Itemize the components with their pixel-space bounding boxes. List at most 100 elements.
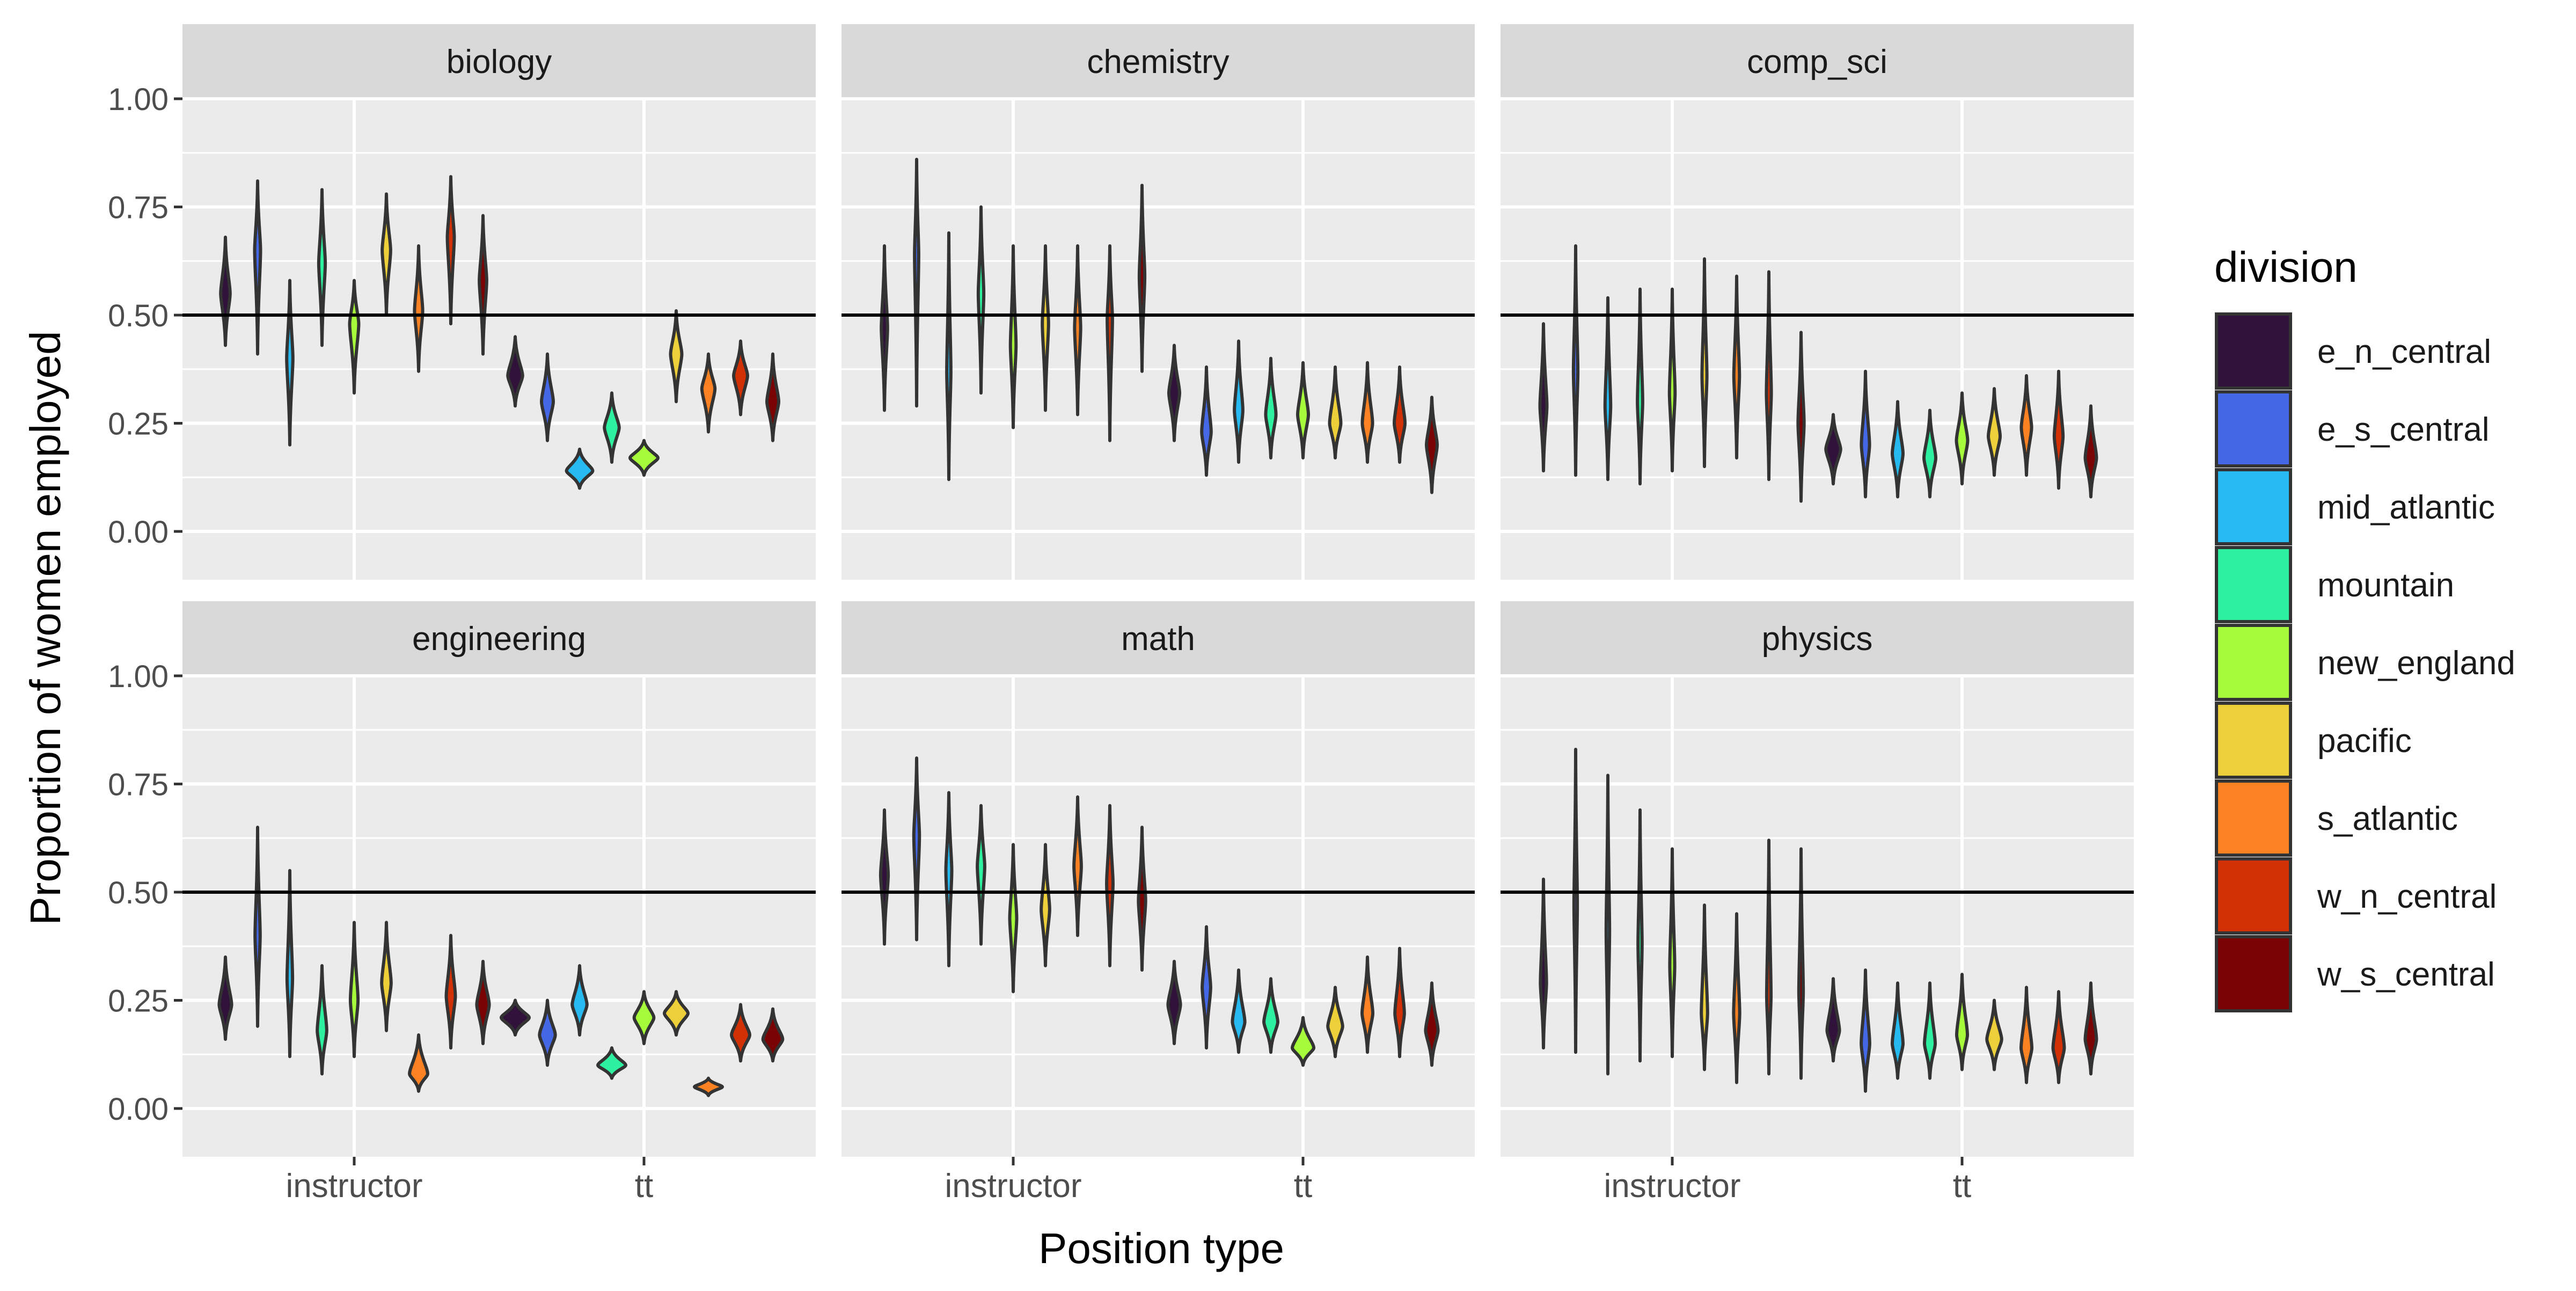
legend-label: new_england bbox=[2317, 645, 2515, 682]
violin-engineering-instructor-mid_atlantic bbox=[285, 869, 295, 1059]
violin-physics-tt-mid_atlantic bbox=[1891, 981, 1905, 1080]
violin-biology-instructor-new_england bbox=[348, 279, 361, 395]
facet-panel-chemistry: chemistry bbox=[841, 24, 1475, 580]
violin-biology-tt-pacific bbox=[669, 309, 684, 404]
facet-panel-biology: biology 0.00 0.25 0.50 0.75 1.00 bbox=[108, 24, 816, 580]
violin-comp_sci-tt-mid_atlantic bbox=[1891, 400, 1905, 499]
x-tick-label: instructor bbox=[286, 1168, 423, 1205]
violin-comp_sci-tt-mountain bbox=[1922, 409, 1937, 499]
violin-chemistry-instructor-w_s_central bbox=[1137, 184, 1147, 373]
violin-biology-tt-e_n_central bbox=[506, 335, 524, 408]
violin-chemistry-instructor-s_atlantic bbox=[1073, 244, 1082, 417]
violin-math-instructor-w_n_central bbox=[1105, 804, 1115, 968]
violin-physics-instructor-mid_atlantic bbox=[1604, 774, 1612, 1076]
violin-comp_sci-instructor-w_s_central bbox=[1796, 331, 1806, 503]
x-tick-label: instructor bbox=[945, 1168, 1082, 1205]
violin-math-tt-s_atlantic bbox=[1360, 955, 1374, 1054]
violin-biology-instructor-mid_atlantic bbox=[285, 279, 295, 447]
violin-math-tt-new_england bbox=[1291, 1016, 1315, 1067]
y-tick-label: 0.75 bbox=[108, 191, 169, 225]
violin-math-instructor-w_s_central bbox=[1137, 826, 1147, 972]
legend-key-e_s_central bbox=[2215, 390, 2292, 468]
violin-chemistry-tt-pacific bbox=[1328, 365, 1343, 459]
violin-chemistry-instructor-new_england bbox=[1008, 244, 1018, 429]
legend-label: s_atlantic bbox=[2317, 800, 2458, 837]
violin-physics-instructor-w_n_central bbox=[1765, 838, 1773, 1076]
violin-math-tt-mid_atlantic bbox=[1231, 968, 1247, 1054]
violin-biology-tt-s_atlantic bbox=[700, 352, 717, 434]
violin-math-tt-w_n_central bbox=[1393, 946, 1406, 1059]
violin-physics-tt-w_n_central bbox=[2051, 990, 2066, 1084]
violin-physics-instructor-s_atlantic bbox=[1732, 912, 1741, 1084]
facet-title: math bbox=[1121, 621, 1195, 658]
violin-comp_sci-instructor-e_n_central bbox=[1538, 322, 1549, 473]
x-tick-label: instructor bbox=[1604, 1168, 1741, 1205]
violin-engineering-instructor-e_n_central bbox=[217, 955, 233, 1041]
violin-biology-instructor-e_n_central bbox=[219, 235, 232, 347]
violin-physics-instructor-w_s_central bbox=[1797, 847, 1805, 1080]
facet-strip bbox=[1501, 24, 2134, 98]
violin-physics-tt-s_atlantic bbox=[2019, 986, 2033, 1084]
violin-biology-instructor-s_atlantic bbox=[413, 244, 425, 373]
legend-label: pacific bbox=[2317, 723, 2412, 760]
facet-title: comp_sci bbox=[1747, 43, 1887, 81]
legend-label: w_n_central bbox=[2317, 878, 2497, 915]
violin-comp_sci-tt-new_england bbox=[1955, 391, 1970, 486]
facet-title: chemistry bbox=[1087, 43, 1229, 81]
legend-key-w_s_central bbox=[2215, 935, 2292, 1012]
legend-key-e_n_central bbox=[2215, 312, 2292, 390]
violin-chemistry-tt-s_atlantic bbox=[1360, 361, 1374, 464]
violin-math-instructor-mid_atlantic bbox=[944, 791, 954, 968]
violin-engineering-tt-w_s_central bbox=[761, 1007, 785, 1063]
violin-biology-tt-w_s_central bbox=[765, 352, 780, 442]
violin-comp_sci-instructor-s_atlantic bbox=[1732, 274, 1741, 459]
violin-physics-tt-w_s_central bbox=[2083, 981, 2098, 1076]
violin-physics-instructor-e_n_central bbox=[1539, 877, 1548, 1050]
violin-math-tt-e_n_central bbox=[1166, 959, 1182, 1046]
plot-background bbox=[841, 98, 1475, 580]
violin-math-instructor-e_n_central bbox=[879, 808, 890, 946]
violin-physics-tt-mountain bbox=[1923, 981, 1937, 1080]
violin-physics-instructor-mountain bbox=[1636, 808, 1644, 1063]
violin-engineering-tt-e_n_central bbox=[500, 998, 531, 1037]
facet-strip bbox=[841, 601, 1475, 675]
violin-engineering-tt-pacific bbox=[663, 990, 690, 1037]
violin-engineering-instructor-new_england bbox=[348, 921, 360, 1059]
plot-background bbox=[1501, 675, 2134, 1157]
facet-strip bbox=[182, 601, 816, 675]
violin-engineering-tt-s_atlantic bbox=[693, 1076, 724, 1097]
y-tick-label: 0.25 bbox=[108, 984, 169, 1019]
violin-biology-tt-e_s_central bbox=[540, 352, 555, 442]
violin-comp_sci-tt-e_n_central bbox=[1824, 413, 1842, 486]
violin-engineering-tt-new_england bbox=[632, 990, 656, 1046]
violin-physics-tt-new_england bbox=[1955, 973, 1969, 1071]
violin-biology-instructor-w_s_central bbox=[478, 214, 488, 356]
violin-chemistry-instructor-pacific bbox=[1041, 244, 1050, 412]
legend-key-s_atlantic bbox=[2215, 779, 2292, 857]
violin-math-tt-pacific bbox=[1326, 986, 1344, 1059]
facet-panel-math: math instructor tt bbox=[841, 601, 1475, 1205]
violin-math-instructor-new_england bbox=[1008, 843, 1019, 994]
violin-math-instructor-pacific bbox=[1040, 843, 1051, 968]
violin-comp_sci-tt-s_atlantic bbox=[2019, 374, 2033, 477]
y-tick-label: 1.00 bbox=[108, 82, 169, 117]
legend-label: e_n_central bbox=[2317, 333, 2491, 370]
violin-comp_sci-instructor-w_n_central bbox=[1765, 270, 1773, 482]
plot-background bbox=[841, 675, 1475, 1157]
legend-label: e_s_central bbox=[2317, 411, 2490, 448]
facet-panel-comp_sci: comp_sci bbox=[1501, 24, 2134, 580]
facet-strip bbox=[841, 24, 1475, 98]
legend: division e_n_central e_s_central mid_atlant… bbox=[2214, 243, 2515, 1012]
violin-comp_sci-tt-e_s_central bbox=[1860, 369, 1871, 499]
violin-biology-tt-new_england bbox=[628, 439, 660, 477]
y-tick-label: 0.50 bbox=[108, 298, 169, 333]
violin-biology-instructor-e_s_central bbox=[253, 179, 262, 356]
legend-label: mid_atlantic bbox=[2317, 489, 2495, 526]
violin-math-tt-w_s_central bbox=[1424, 981, 1440, 1067]
violin-chemistry-instructor-mountain bbox=[976, 205, 986, 395]
y-tick-label: 0.00 bbox=[108, 1092, 169, 1127]
violin-engineering-tt-mountain bbox=[596, 1046, 627, 1080]
legend-key-pacific bbox=[2215, 702, 2292, 779]
violin-physics-instructor-e_s_central bbox=[1572, 748, 1579, 1054]
